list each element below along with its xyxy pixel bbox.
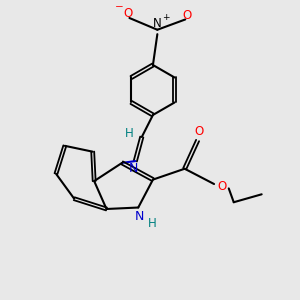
Text: N: N xyxy=(153,17,162,30)
Text: O: O xyxy=(194,125,204,138)
Text: N: N xyxy=(129,162,139,175)
Text: O: O xyxy=(123,7,133,20)
Text: +: + xyxy=(162,14,169,22)
Text: N: N xyxy=(135,210,144,224)
Text: O: O xyxy=(182,9,191,22)
Text: −: − xyxy=(115,2,124,12)
Text: H: H xyxy=(148,217,157,230)
Text: H: H xyxy=(125,127,134,140)
Text: O: O xyxy=(218,181,227,194)
